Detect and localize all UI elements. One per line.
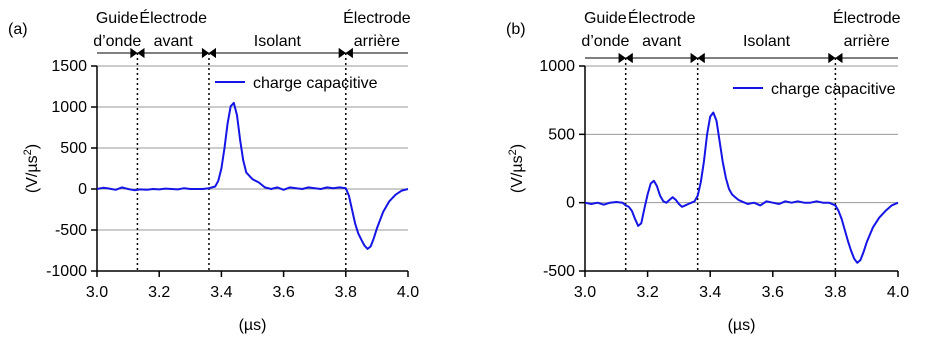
region-label: Isolant [254, 33, 302, 50]
region-arrowhead [828, 53, 843, 63]
x-tick-label: 3.6 [272, 284, 294, 301]
region-label-line1: Guide [96, 10, 139, 27]
x-tick-label: 3.0 [574, 284, 596, 301]
region-arrowhead [338, 48, 353, 58]
x-tick-label: 3.2 [636, 284, 658, 301]
chart-panel-a: (a) -1000 -500 0 500 1000 1500 3.0 3.2 3.4 3.6 3.8 4… [8, 8, 419, 334]
x-tick-label: 3.6 [762, 284, 784, 301]
region-label-line1: Électrode [628, 8, 696, 27]
region-label-line1: Électrode [833, 8, 901, 27]
region-label-line2: d’onde [93, 33, 141, 50]
y-tick-label: 0 [566, 195, 575, 212]
y-axis-title: (V/µs2) [22, 144, 41, 193]
legend-label: charge capacitive [253, 75, 378, 92]
x-tick-label: 3.0 [86, 284, 108, 301]
legend-label: charge capacitive [771, 81, 896, 98]
series-line [584, 111, 899, 264]
region-label-line2: arrière [354, 33, 400, 50]
x-tick-label: 4.0 [887, 284, 909, 301]
x-axis-title: (µs) [728, 317, 756, 334]
region-label-line2: avant [154, 33, 194, 50]
y-tick-label: 500 [60, 140, 87, 157]
region-arrowhead [201, 48, 216, 58]
y-tick-label: 1500 [51, 58, 87, 75]
region-arrowhead [690, 53, 705, 63]
x-tick-label: 3.8 [335, 284, 357, 301]
panel-letter: (a) [8, 21, 28, 38]
y-tick-label: 1000 [539, 58, 575, 75]
region-label-line1: Guide [584, 10, 627, 27]
series-line [96, 101, 409, 250]
region-arrowhead [130, 48, 145, 58]
panel-letter: (b) [506, 21, 526, 38]
region-label-line2: arrière [844, 33, 890, 50]
x-tick-label: 3.4 [699, 284, 721, 301]
x-tick-label: 4.0 [397, 284, 419, 301]
region-label: Isolant [743, 33, 791, 50]
y-tick-label: -1000 [46, 263, 87, 280]
y-tick-label: 0 [78, 181, 87, 198]
y-axis-title: (V/µs2) [507, 144, 526, 193]
region-label-line2: avant [642, 33, 682, 50]
region-label-line1: Électrode [139, 8, 207, 27]
chart-panel-b: (b) -500 0 500 1000 3.0 3.2 3.4 3.6 3.8 4.0 (µs) (V/… [506, 8, 909, 334]
x-axis-title: (µs) [239, 317, 267, 334]
x-tick-label: 3.2 [148, 284, 170, 301]
y-tick-label: -500 [55, 222, 87, 239]
region-arrowhead [618, 53, 633, 63]
y-tick-label: -500 [543, 263, 575, 280]
x-tick-label: 3.4 [210, 284, 232, 301]
y-tick-label: 500 [548, 126, 575, 143]
x-tick-label: 3.8 [824, 284, 846, 301]
region-label-line2: d’onde [581, 33, 629, 50]
y-tick-label: 1000 [51, 99, 87, 116]
region-label-line1: Électrode [343, 8, 411, 27]
